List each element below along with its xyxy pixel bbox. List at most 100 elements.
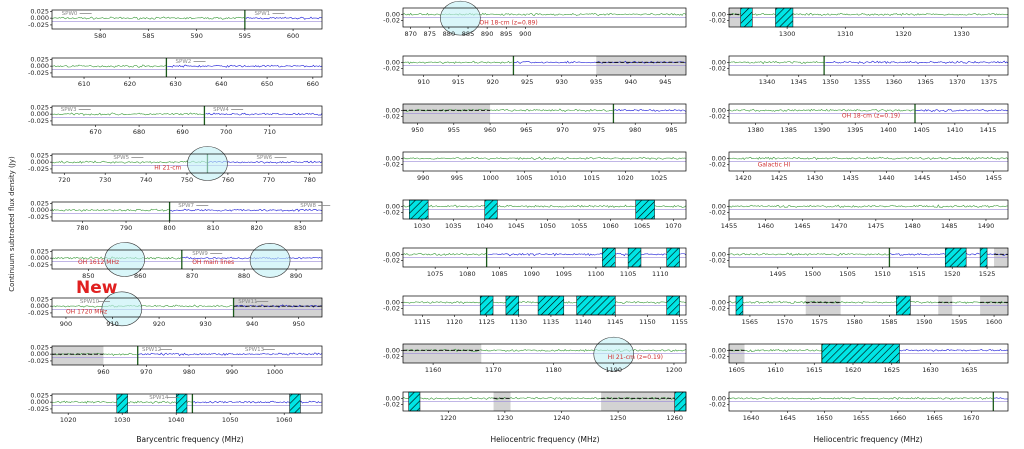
panel-c2-4: 0.00-0.02 990 995 1000 1005 1010 1015 1020 1025: [383, 151, 687, 182]
x-tick-label: 730: [99, 176, 111, 184]
x-tick-label: 1650: [816, 414, 833, 422]
y-tick-label: 0.00: [712, 346, 726, 354]
x-tick-label: 1595: [951, 318, 968, 326]
spw-label: SPW7: [178, 203, 194, 209]
panel-c3-5: 0.00-0.02 1455 1460 1465 1470 1475 1480 1485 149…: [709, 199, 1009, 230]
x-tick-label: 935: [590, 78, 602, 86]
axes-frame: [51, 57, 323, 78]
spectrum-green: [51, 208, 169, 212]
x-tick-label: 970: [140, 368, 152, 376]
rfi-flag-region: [944, 247, 967, 268]
x-tick-label: 1000: [482, 174, 499, 182]
x-tick-label: 1130: [510, 318, 527, 326]
rfi-flag-region: [896, 295, 911, 316]
y-tick-label: 0.00: [386, 106, 400, 114]
x-tick-label: 910: [106, 320, 118, 328]
x-tick-label: 1585: [881, 318, 898, 326]
spectrum-green: [402, 60, 513, 65]
x-tick-label: 1200: [666, 366, 683, 374]
spw-label: SPW5: [113, 155, 129, 161]
y-tick-label: 0.000: [30, 206, 49, 214]
x-tick-label: 925: [521, 78, 533, 86]
panel-c2-3: 0.00-0.02 950 955 960 965 970 975 980 985: [383, 103, 687, 134]
x-tick-label: 1120: [446, 318, 463, 326]
y-tick-label: 0.00: [712, 250, 726, 258]
y-tick-label: -0.02: [383, 401, 400, 409]
y-axis-label: Continuum subtracted flux density (Jy): [8, 156, 16, 292]
x-tick-label: 585: [142, 32, 154, 40]
x-tick-label: 985: [665, 126, 677, 134]
x-tick-label: 890: [290, 272, 302, 280]
x-tick-label: 1410: [947, 126, 964, 134]
spectrum-blue: [613, 108, 687, 112]
x-tick-label: 950: [411, 126, 423, 134]
x-tick-label: 1340: [759, 78, 776, 86]
axes-frame: [728, 151, 1009, 172]
spectrum-green: [728, 156, 1009, 160]
x-tick-label: 1170: [485, 366, 502, 374]
new-label: New: [76, 278, 118, 298]
spw-label: SPW12: [142, 347, 161, 353]
y-tick-label: -0.02: [383, 65, 400, 73]
x-tick-label: 1080: [459, 270, 476, 278]
x-tick-label: 1035: [445, 222, 462, 230]
axes-frame: [51, 201, 323, 222]
y-tick-label: -0.025: [28, 261, 49, 269]
x-tick-label: 1090: [523, 270, 540, 278]
y-tick-label: 0.000: [30, 110, 49, 118]
x-tick-label: 810: [207, 224, 219, 232]
x-tick-label: 870: [186, 272, 198, 280]
axes-frame: [728, 247, 1009, 268]
spectrum-blue: [205, 112, 323, 116]
y-tick-label: -0.02: [709, 209, 726, 217]
y-tick-label: -0.025: [28, 357, 49, 365]
x-tick-label: 875: [424, 30, 436, 38]
x-tick-label: 880: [443, 30, 455, 38]
x-tick-label: 1370: [949, 78, 966, 86]
x-tick-label: 990: [226, 368, 238, 376]
x-tick-label: 1385: [781, 126, 798, 134]
y-tick-label: 0.000: [30, 62, 49, 70]
x-tick-label: 870: [404, 30, 416, 38]
x-tick-label: 1645: [779, 414, 796, 422]
x-tick-label: 1005: [516, 174, 533, 182]
spectrum-green: [728, 108, 915, 113]
x-tick-label: 1040: [476, 222, 493, 230]
highlight-circle: [101, 291, 143, 327]
y-tick-label: 0.00: [712, 298, 726, 306]
spectrum-green: [51, 16, 245, 20]
spw-label: SPW3: [61, 107, 77, 113]
y-tick-label: 0.000: [30, 158, 49, 166]
panel-c2-6: 0.00-0.02 1075 1080 1085 1090 1095 1100 1105 111…: [383, 247, 687, 278]
y-tick-label: 0.00: [712, 154, 726, 162]
x-tick-label: 1450: [950, 174, 967, 182]
axes-frame: [51, 105, 323, 126]
x-tick-label: 610: [78, 80, 90, 88]
x-tick-label: 595: [239, 32, 251, 40]
x-tick-label: 1020: [60, 416, 77, 424]
rfi-flag-region: [666, 295, 680, 316]
spw-label: SPW0: [62, 11, 78, 17]
x-tick-label: 1490: [978, 222, 995, 230]
x-tick-label: 940: [246, 320, 258, 328]
x-tick-label: 1590: [916, 318, 933, 326]
x-tick-label: 1160: [425, 366, 442, 374]
x-tick-label: 955: [448, 126, 460, 134]
y-tick-label: 0.00: [386, 250, 400, 258]
axes-frame: [51, 153, 323, 174]
axes-frame: [402, 295, 687, 316]
y-tick-label: -0.02: [709, 401, 726, 409]
x-tick-label: 1630: [922, 366, 939, 374]
x-tick-label: 1360: [886, 78, 903, 86]
x-tick-label: 1055: [571, 222, 588, 230]
x-tick-label: 600: [287, 32, 299, 40]
x-tick-label: 885: [462, 30, 474, 38]
x-tick-label: 1500: [804, 270, 821, 278]
x-tick-label: 915: [452, 78, 464, 86]
y-tick-label: -0.02: [709, 17, 726, 25]
